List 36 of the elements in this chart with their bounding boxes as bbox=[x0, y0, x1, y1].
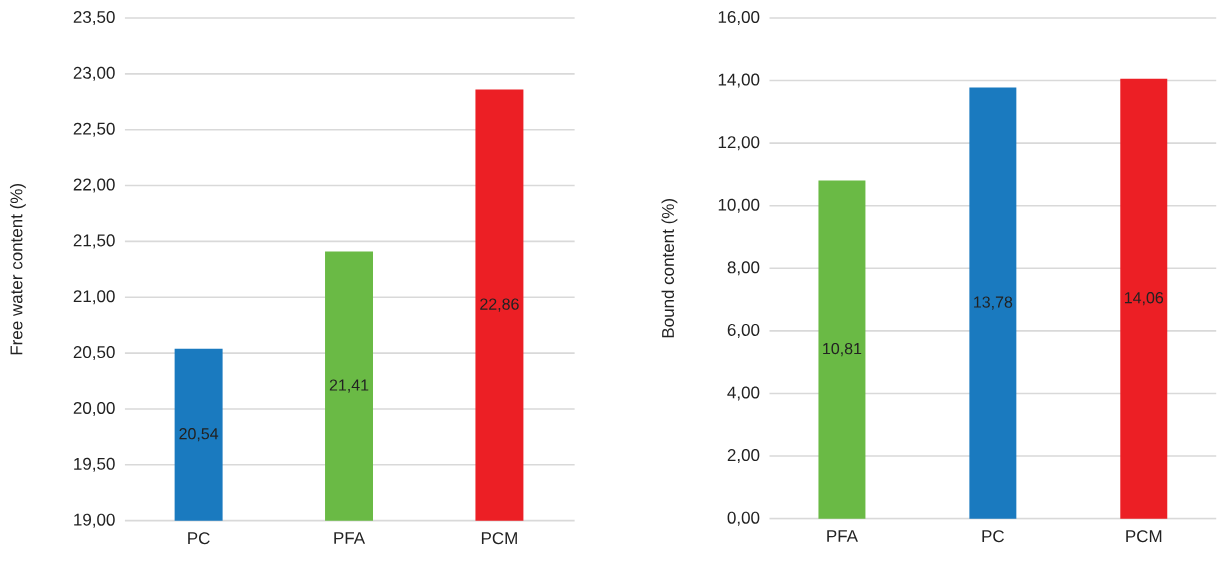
x-tick-label: PFA bbox=[334, 532, 366, 545]
y-axis-title: Bound content (%) bbox=[661, 199, 678, 338]
data-label: 14,06 bbox=[1124, 292, 1164, 306]
y-tick-label: 19,00 bbox=[74, 513, 115, 528]
y-tick-label: 21,50 bbox=[73, 234, 115, 249]
y-tick-label: 2,00 bbox=[727, 449, 760, 464]
y-tick-label: 22,50 bbox=[73, 122, 115, 137]
x-tick-label: PCM bbox=[1126, 530, 1162, 543]
y-axis-title: Free water content (%) bbox=[9, 184, 26, 355]
y-tick-label: 0,00 bbox=[727, 511, 760, 526]
y-tick-label: 23,50 bbox=[73, 11, 115, 26]
y-tick-label: 23,00 bbox=[73, 67, 115, 82]
x-tick-label: PC bbox=[188, 532, 210, 545]
data-label: 21,41 bbox=[329, 379, 369, 393]
y-tick-label: 4,00 bbox=[727, 386, 760, 401]
y-tick-label: 20,00 bbox=[73, 402, 115, 417]
y-tick-label: 16,00 bbox=[718, 11, 760, 26]
y-tick-label: 21,00 bbox=[73, 290, 115, 305]
y-tick-label: 19,50 bbox=[74, 457, 115, 473]
data-label: 13,78 bbox=[974, 296, 1013, 310]
bar bbox=[1120, 78, 1168, 519]
data-label: 20,54 bbox=[179, 428, 219, 442]
bar bbox=[818, 180, 866, 519]
x-tick-label: PCM bbox=[481, 532, 517, 545]
y-tick-label: 12,00 bbox=[718, 136, 760, 151]
x-tick-label: PC bbox=[982, 530, 1005, 543]
bar bbox=[969, 87, 1017, 519]
y-tick-label: 6,00 bbox=[727, 324, 760, 339]
data-label: 22,86 bbox=[480, 298, 519, 312]
x-tick-label: PFA bbox=[827, 530, 858, 543]
y-tick-label: 10,00 bbox=[718, 198, 760, 213]
y-tick-label: 14,00 bbox=[718, 73, 760, 88]
data-label: 10,81 bbox=[823, 343, 862, 357]
y-tick-label: 20,50 bbox=[73, 346, 115, 361]
y-tick-label: 22,00 bbox=[73, 178, 115, 193]
y-tick-label: 8,00 bbox=[727, 261, 760, 276]
